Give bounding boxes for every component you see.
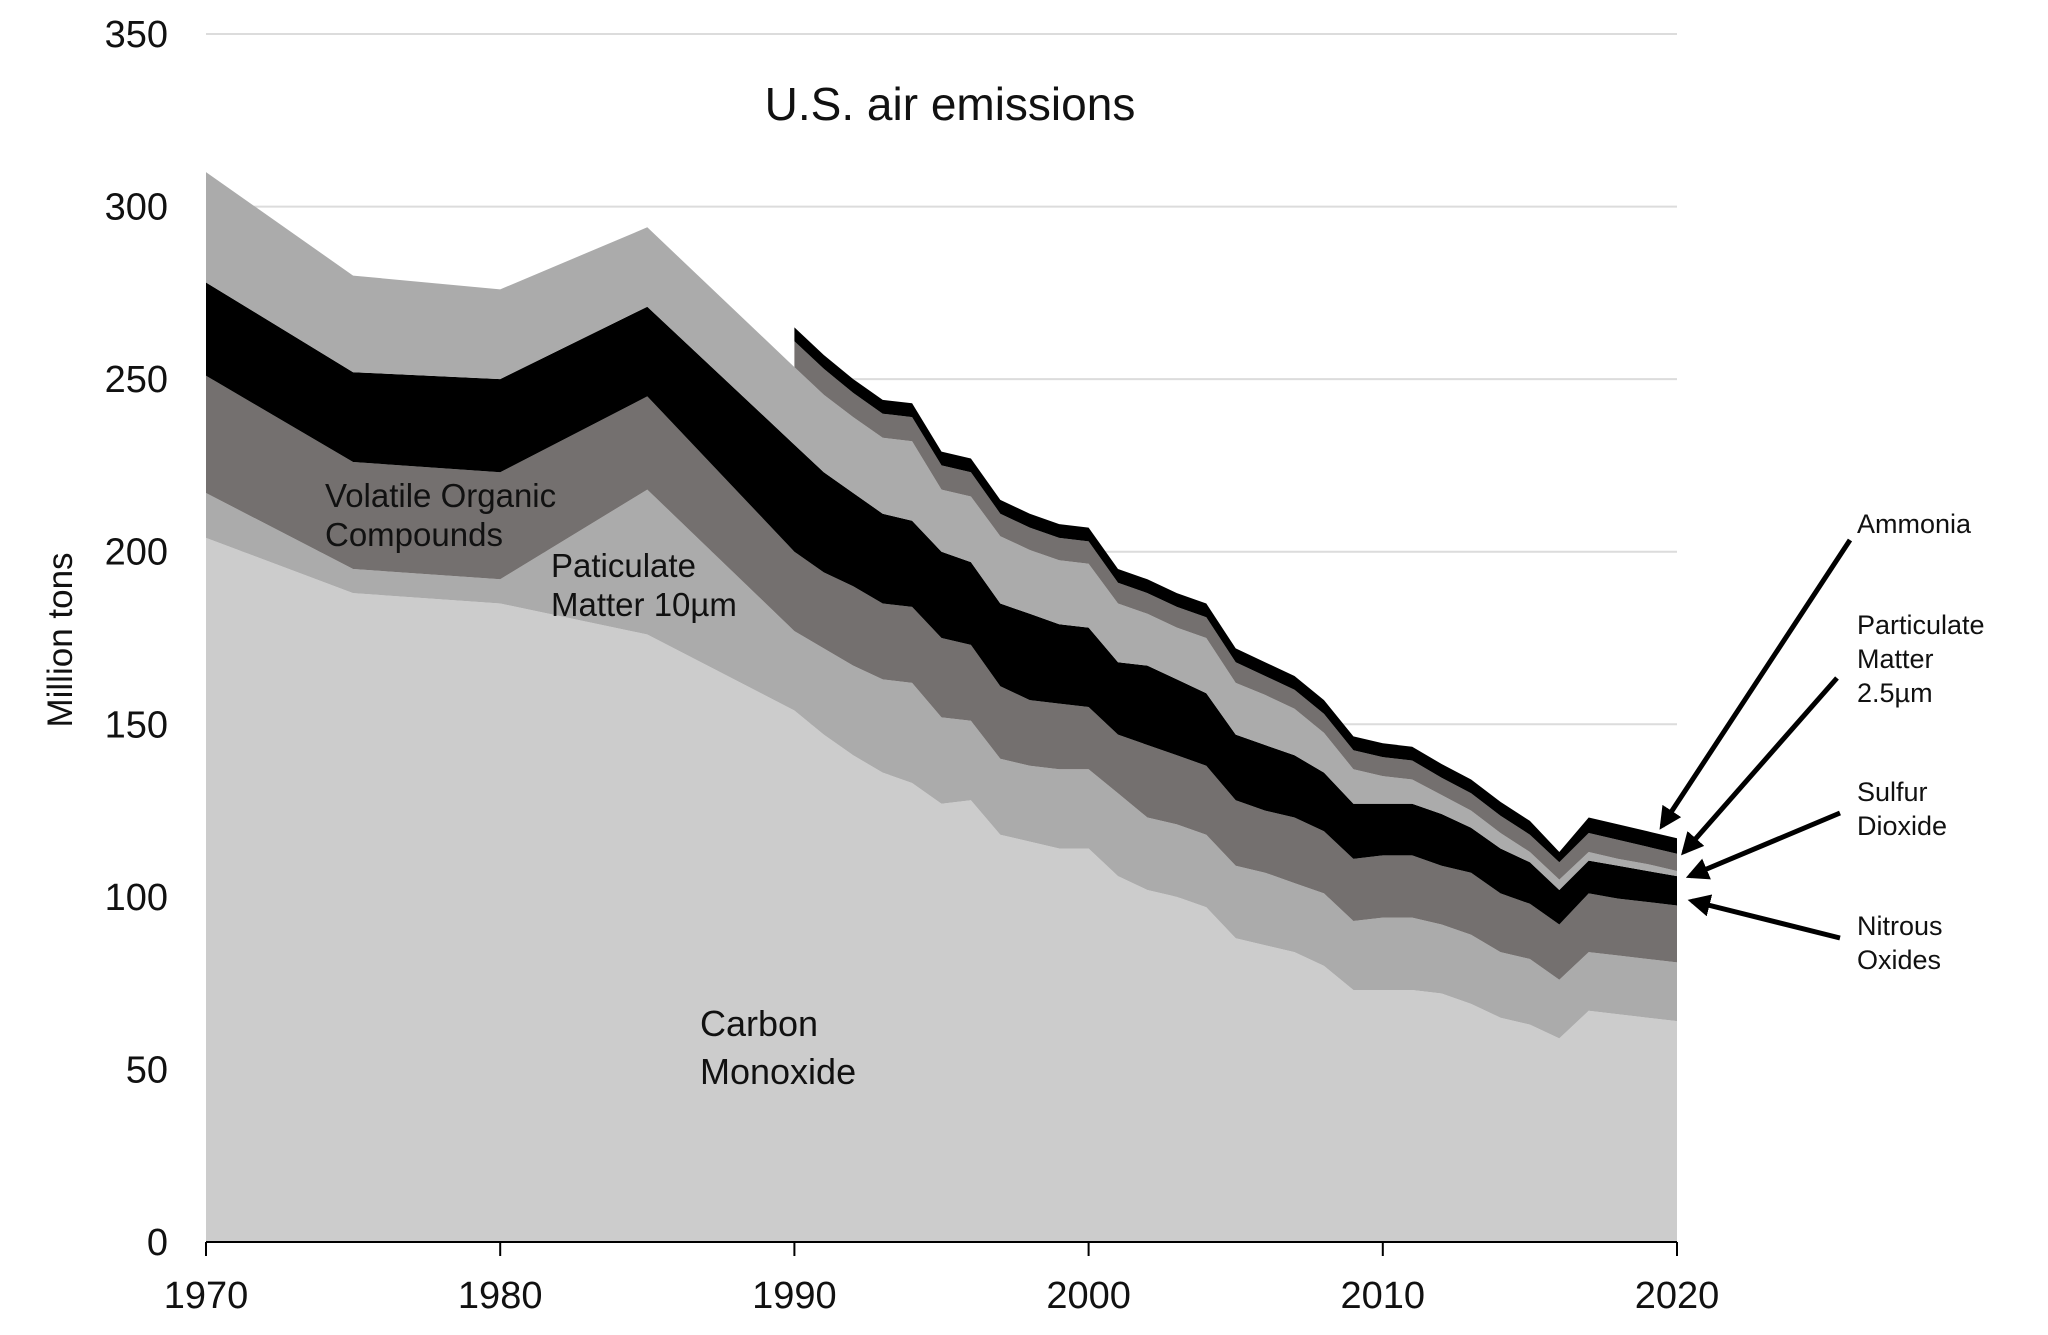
chart-title: U.S. air emissions: [765, 78, 1136, 130]
area-layers: [206, 172, 1677, 1243]
x-tick-label: 1990: [752, 1275, 837, 1317]
y-tick-label: 100: [105, 877, 168, 919]
label-sulfur-dioxide: Sulfur Dioxide: [1857, 777, 1947, 841]
label-volatile-organic-compounds: Volatile Organic Compounds: [325, 477, 565, 553]
y-tick-label: 50: [126, 1049, 168, 1091]
area-sulfur-dioxide: [206, 172, 1677, 891]
y-tick-label: 350: [105, 14, 168, 56]
y-tick-label: 250: [105, 359, 168, 401]
label-particulate-matter-10: Paticulate Matter 10µm: [551, 547, 737, 623]
x-tick-label: 2010: [1341, 1275, 1426, 1317]
label-carbon-monoxide: Carbon Monoxide: [700, 1003, 856, 1092]
y-tick-label: 300: [105, 187, 168, 229]
y-axis-ticks: 0 50 100 150 200 250 300 350: [105, 14, 168, 1264]
label-particulate-matter-2-5: Particulate Matter 2.5µm: [1857, 610, 1992, 708]
y-tick-label: 0: [147, 1222, 168, 1264]
area-nitrous-oxides: [206, 282, 1677, 925]
x-tick-label: 2000: [1046, 1275, 1131, 1317]
y-axis-label: Million tons: [41, 552, 80, 727]
label-ammonia: Ammonia: [1857, 509, 1972, 539]
arrow-ammonia: [1659, 538, 1853, 830]
y-tick-label: 150: [105, 704, 168, 746]
x-tick-label: 1970: [164, 1275, 249, 1317]
arrow-sulfur-dioxide: [1685, 810, 1841, 880]
x-tick-label: 2020: [1635, 1275, 1720, 1317]
y-tick-label: 200: [105, 532, 168, 574]
label-nitrous-oxides: Nitrous Oxides: [1857, 911, 1950, 975]
area-volatile-organic-compounds: [206, 375, 1677, 980]
area-carbon-monoxide: [206, 537, 1677, 1242]
area-paticulate-matter-10-m: [206, 489, 1677, 1039]
arrow-particulate-matter-2-5: [1681, 676, 1839, 856]
x-axis-ticks: 1970 1980 1990 2000 2010 2020: [164, 1242, 1720, 1317]
x-tick-label: 1980: [458, 1275, 543, 1317]
arrow-nitrous-oxides: [1687, 894, 1841, 941]
